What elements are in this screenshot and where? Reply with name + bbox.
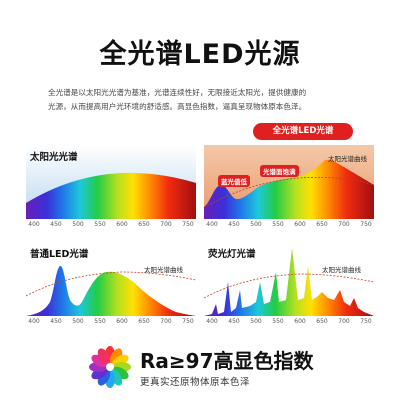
- ra-index-heading: Ra≥97高显色指数: [140, 349, 314, 373]
- low-blue-tag: 蓝光值低: [218, 175, 250, 187]
- tick-label: 500: [250, 318, 262, 325]
- color-wheel-icon: [89, 346, 131, 388]
- saturation-tag: 光谱面饱满: [260, 165, 299, 177]
- sun-spectrum-title: 太阳光光谱: [30, 152, 78, 163]
- tick-label: 650: [138, 318, 150, 325]
- led-spectrum-area: [26, 265, 196, 316]
- panel-full-spectrum: 太阳光谱曲线 蓝光值低 光谱面饱满 400 450 500 550 600 65…: [204, 145, 374, 230]
- led-reference-curve: [26, 271, 196, 297]
- tick-label: 750: [360, 318, 372, 325]
- tick-label: 600: [116, 318, 128, 325]
- tick-label: 700: [160, 221, 172, 228]
- tick-label: 600: [294, 318, 306, 325]
- tick-label: 750: [182, 221, 194, 228]
- ra-index-subtitle: 更真实还原物体原本色泽: [140, 377, 251, 388]
- panel-sun-spectrum: 太阳光光谱 400 450 500 550 600 650 700 750: [26, 145, 196, 230]
- page-title: 全光谱LED光源: [99, 39, 301, 70]
- full-spectrum-area: [204, 159, 374, 219]
- tick-label: 600: [294, 221, 306, 228]
- description-line-1: 全光谱是以太阳光光谱为基准，光谱连续性好，无限接近太阳光，提供健康的: [48, 88, 307, 97]
- led-curve-label: 太阳光谱曲线: [144, 266, 183, 274]
- fluorescent-curve-label: 太阳光谱曲线: [322, 266, 361, 274]
- tick-label: 400: [206, 221, 218, 228]
- led-spectrum-title: 普通LED光谱: [30, 249, 89, 260]
- tick-label: 550: [94, 318, 106, 325]
- panel-fluorescent: 荧光灯光谱 太阳光谱曲线 400 450 500 550 600 650 700…: [204, 242, 374, 327]
- tick-label: 700: [160, 318, 172, 325]
- tick-label: 550: [272, 221, 284, 228]
- tick-label: 500: [72, 318, 84, 325]
- tick-label: 400: [206, 318, 218, 325]
- tick-label: 400: [28, 221, 40, 228]
- tick-label: 750: [360, 221, 372, 228]
- panel-ordinary-led: 普通LED光谱 太阳光谱曲线 400 450 500 550 600 650 7…: [26, 242, 196, 327]
- tick-label: 550: [94, 221, 106, 228]
- tick-label: 450: [50, 318, 62, 325]
- tick-label: 500: [72, 221, 84, 228]
- tick-label: 650: [138, 221, 150, 228]
- tick-label: 650: [316, 318, 328, 325]
- tick-label: 450: [50, 221, 62, 228]
- tick-label: 600: [116, 221, 128, 228]
- tick-label: 650: [316, 221, 328, 228]
- sun-reference-curve: [204, 176, 374, 208]
- fluorescent-spectrum-title: 荧光灯光谱: [208, 249, 256, 260]
- fluorescent-reference-curve: [204, 273, 374, 299]
- sun-spectrum-area: [26, 172, 196, 219]
- tick-label: 450: [228, 221, 240, 228]
- tick-label: 700: [338, 221, 350, 228]
- tick-label: 750: [182, 318, 194, 325]
- tick-label: 400: [28, 318, 40, 325]
- sun-spectrum-graphic: [26, 145, 196, 219]
- full-spectrum-pill: 全光谱LED光谱: [253, 123, 353, 140]
- fluorescent-spectrum-graphic: [204, 242, 374, 316]
- led-spectrum-graphic: [26, 242, 196, 316]
- fluorescent-spectrum-area: [204, 248, 374, 316]
- description: 全光谱是以太阳光光谱为基准，光谱连续性好，无限接近太阳光，提供健康的 光源，从而…: [48, 86, 368, 114]
- tick-label: 700: [338, 318, 350, 325]
- tick-label: 550: [272, 318, 284, 325]
- tick-label: 500: [250, 221, 262, 228]
- full-curve-label: 太阳光谱曲线: [328, 155, 367, 163]
- tick-label: 450: [228, 318, 240, 325]
- description-line-2: 光源，从而提高用户光环境的舒适感。高显色指数，逼真呈现物体原本色泽。: [48, 102, 307, 111]
